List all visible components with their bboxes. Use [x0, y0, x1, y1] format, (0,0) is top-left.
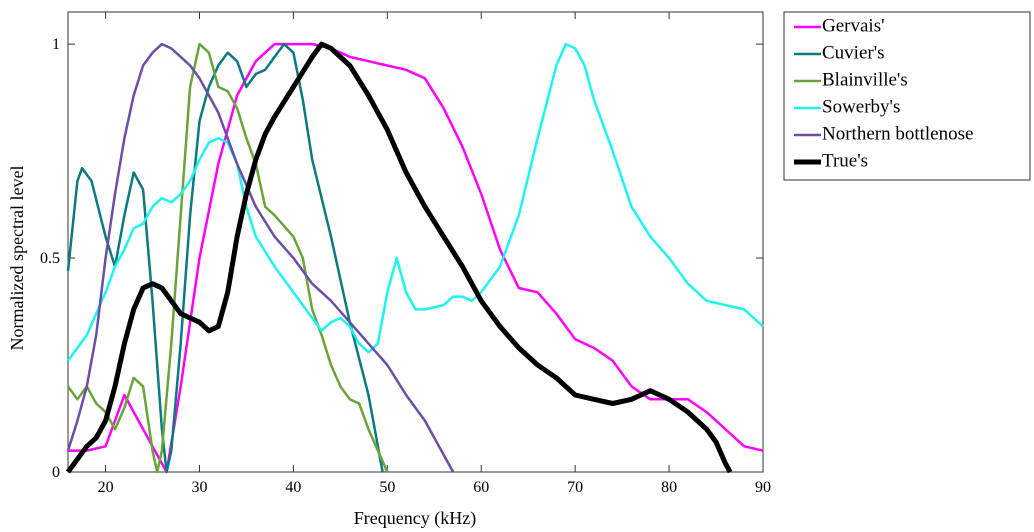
- series-line: [65, 41, 733, 474]
- y-tick-label: 1: [52, 36, 60, 53]
- plot-frame: [67, 11, 764, 473]
- y-tick-label: 0: [52, 464, 60, 481]
- x-axis-label: Frequency (kHz): [354, 508, 476, 529]
- series-line: [68, 42, 764, 474]
- x-tick-label: 40: [285, 479, 301, 496]
- x-tick-label: 50: [379, 479, 395, 496]
- legend-label: Blainville's: [822, 69, 908, 90]
- legend-label: Gervais': [822, 15, 885, 36]
- legend-box: [783, 11, 1031, 181]
- x-tick-label: 70: [567, 479, 583, 496]
- x-tick-label: 30: [191, 479, 207, 496]
- y-axis-label: Normalized spectral level: [7, 166, 27, 351]
- series-line: [66, 42, 384, 474]
- legend-label: Northern bottlenose: [822, 123, 973, 144]
- series-line: [66, 42, 764, 362]
- series-line: [66, 42, 389, 474]
- x-tick-label: 60: [473, 479, 489, 496]
- legend-label: Cuvier's: [822, 42, 885, 63]
- x-tick-label: 90: [755, 479, 771, 496]
- y-tick-label: 0.5: [40, 250, 60, 267]
- x-tick-label: 20: [98, 479, 114, 496]
- legend-label: Sowerby's: [822, 96, 900, 117]
- legend-label: True's: [822, 150, 868, 171]
- x-tick-label: 80: [661, 479, 677, 496]
- series-line: [66, 42, 455, 473]
